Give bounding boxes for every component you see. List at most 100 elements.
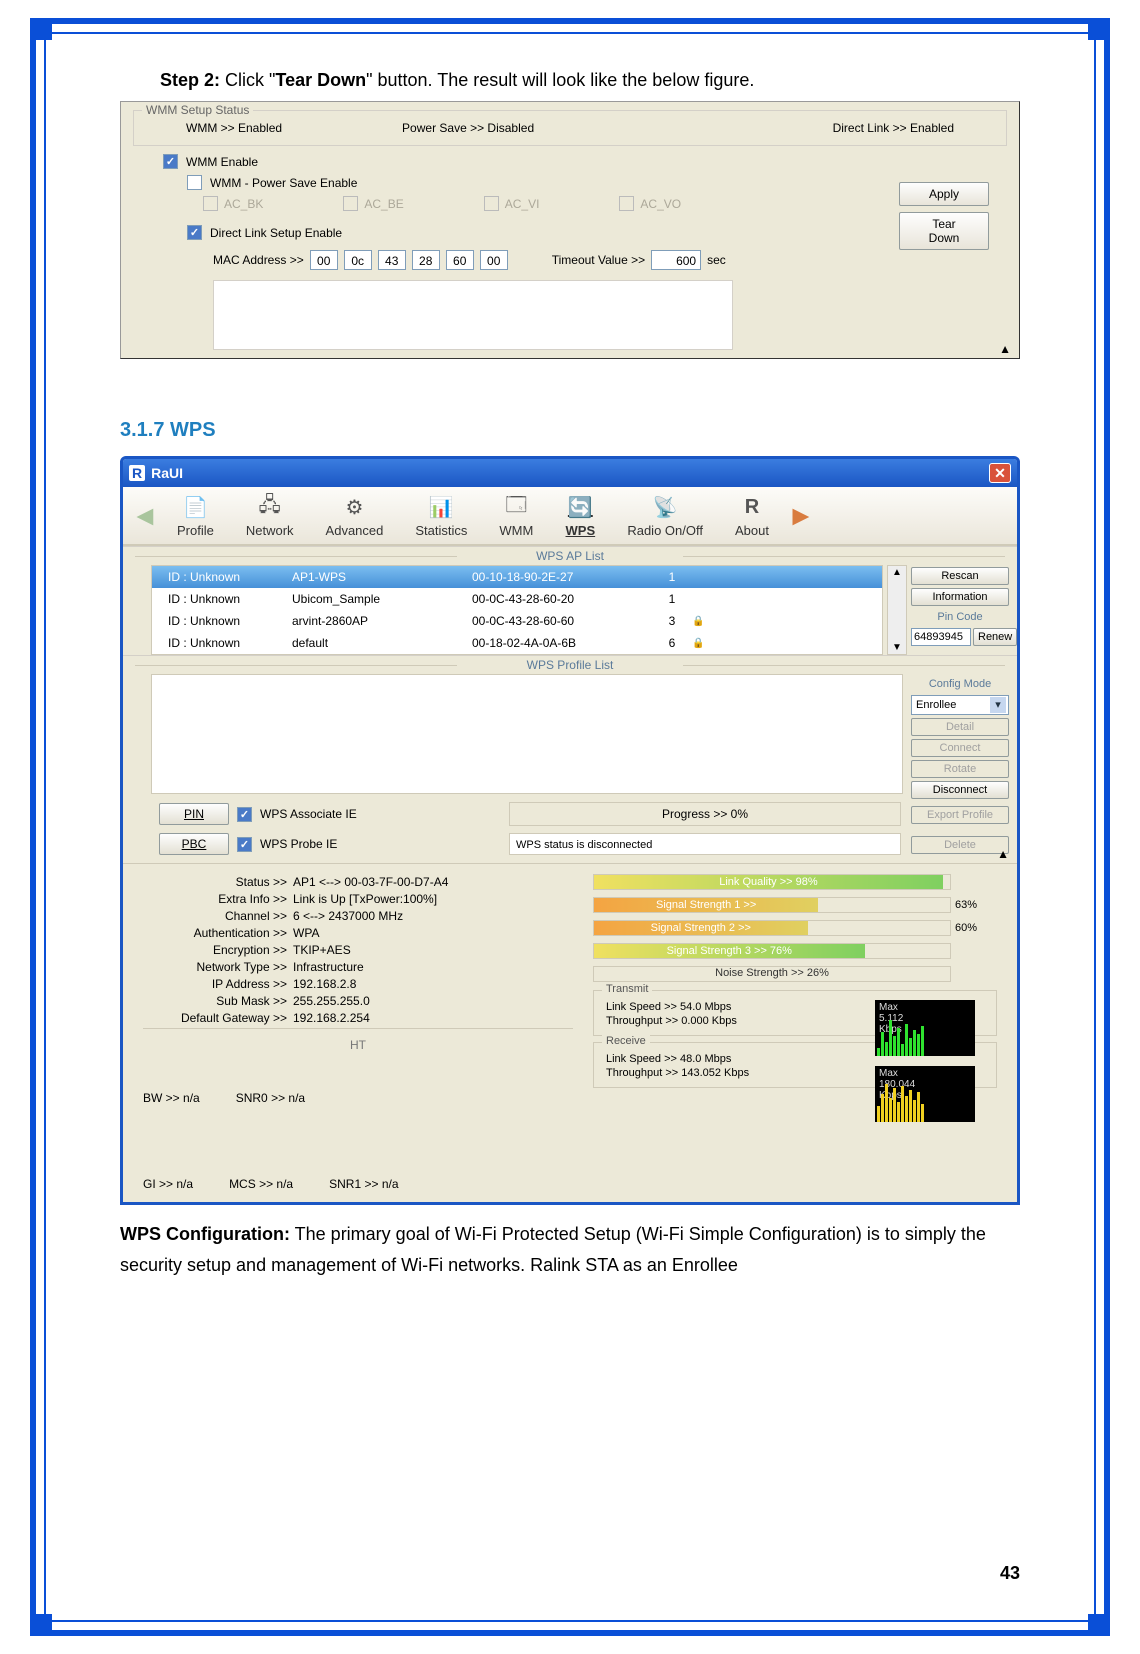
net-label: Network Type >> xyxy=(143,960,293,974)
ap-bssid: 00-0C-43-28-60-20 xyxy=(472,592,652,606)
ap-bssid: 00-10-18-90-2E-27 xyxy=(472,570,652,584)
ap-row-2[interactable]: ID : Unknown arvint-2860AP 00-0C-43-28-6… xyxy=(152,610,882,632)
tab-advanced[interactable]: ⚙Advanced xyxy=(312,491,398,540)
dls-enable-label: Direct Link Setup Enable xyxy=(210,226,342,240)
dls-enable-checkbox[interactable] xyxy=(187,225,202,240)
tab-network[interactable]: 🖧Network xyxy=(232,491,308,540)
delete-button[interactable]: Delete xyxy=(911,836,1009,854)
ap-row-1[interactable]: ID : Unknown Ubicom_Sample 00-0C-43-28-6… xyxy=(152,588,882,610)
wmm-status-dls: Direct Link >> Enabled xyxy=(833,121,954,135)
wmm-status-wmm: WMM >> Enabled xyxy=(186,121,282,135)
information-button[interactable]: Information xyxy=(911,588,1009,606)
ip-label: IP Address >> xyxy=(143,977,293,991)
tab-wps[interactable]: 🔄WPS xyxy=(551,491,609,540)
auth-label: Authentication >> xyxy=(143,926,293,940)
collapse-arrow-icon[interactable]: ▲ xyxy=(997,847,1009,861)
tab-radio[interactable]: 📡Radio On/Off xyxy=(613,491,717,540)
tab-profile-label: Profile xyxy=(177,523,214,538)
gw-label: Default Gateway >> xyxy=(143,1011,293,1025)
status-label: Status >> xyxy=(143,875,293,889)
rotate-button[interactable]: Rotate xyxy=(911,760,1009,778)
wmm-status-power: Power Save >> Disabled xyxy=(402,121,534,135)
page-outer-border-top xyxy=(48,18,1092,24)
close-button[interactable]: ✕ xyxy=(989,463,1011,483)
detail-button[interactable]: Detail xyxy=(911,718,1009,736)
pin-button[interactable]: PIN xyxy=(159,803,229,825)
pbc-button[interactable]: PBC xyxy=(159,833,229,855)
ap-row-0[interactable]: ID : Unknown AP1-WPS 00-10-18-90-2E-27 1 xyxy=(152,566,882,588)
step2-mid2: " button. The result will look like the … xyxy=(366,70,754,90)
mac-0[interactable]: 00 xyxy=(310,250,338,270)
collapse-arrow-icon[interactable]: ▲ xyxy=(999,342,1011,356)
bar-suffix: 60% xyxy=(955,922,997,934)
extra-label: Extra Info >> xyxy=(143,892,293,906)
ap-bssid: 00-0C-43-28-60-60 xyxy=(472,614,652,628)
tx-throughput: Throughput >> 0.000 Kbps xyxy=(606,1015,876,1027)
ap-row-3[interactable]: ID : Unknown default 00-18-02-4A-0A-6B 6… xyxy=(152,632,882,654)
tab-network-label: Network xyxy=(246,523,294,538)
rx-graph: Max 180.044 Kbps xyxy=(875,1066,975,1122)
apply-button[interactable]: Apply xyxy=(899,182,989,206)
ap-list[interactable]: ID : Unknown AP1-WPS 00-10-18-90-2E-27 1… xyxy=(151,565,883,655)
tab-about-label: About xyxy=(735,523,769,538)
toolbar: ◄ 📄 Profile 🖧Network ⚙Advanced 📊Statistic… xyxy=(123,487,1017,546)
channel-value: 6 <--> 2437000 MHz xyxy=(293,909,403,923)
scroll-down-icon[interactable]: ▼ xyxy=(892,642,902,653)
disconnect-button[interactable]: Disconnect xyxy=(911,781,1009,799)
renew-button[interactable]: Renew xyxy=(973,628,1017,646)
rx-throughput: Throughput >> 143.052 Kbps xyxy=(606,1067,876,1079)
info-area: Status >>AP1 <--> 00-03-7F-00-D7-A4 Extr… xyxy=(123,863,1017,1202)
timeout-value[interactable]: 600 xyxy=(651,250,701,270)
nav-forward-icon[interactable]: ► xyxy=(787,500,815,532)
power-save-checkbox[interactable] xyxy=(187,175,202,190)
link-quality-bar: Link Quality >> 98% xyxy=(719,876,817,888)
gi-value: n/a xyxy=(176,1177,193,1191)
tab-wps-label: WPS xyxy=(566,523,596,538)
net-value: Infrastructure xyxy=(293,960,364,974)
mcs-label: MCS >> xyxy=(229,1177,273,1191)
mac-5[interactable]: 00 xyxy=(480,250,508,270)
timeout-unit: sec xyxy=(707,253,726,267)
tx-max-label: Max xyxy=(879,1002,971,1013)
assoc-ie-checkbox[interactable] xyxy=(237,807,252,822)
body-text-bold: WPS Configuration: xyxy=(120,1224,290,1244)
bar-suffix: 63% xyxy=(955,899,997,911)
snr1-value: n/a xyxy=(382,1177,399,1191)
ac-vi-checkbox xyxy=(484,196,499,211)
profile-icon: 📄 xyxy=(180,493,210,521)
scroll-up-icon[interactable]: ▲ xyxy=(892,567,902,578)
page-number: 43 xyxy=(1000,1563,1020,1584)
mac-3[interactable]: 28 xyxy=(412,250,440,270)
mask-value: 255.255.255.0 xyxy=(293,994,370,1008)
nav-back-icon[interactable]: ◄ xyxy=(131,500,159,532)
tab-profile[interactable]: 📄 Profile xyxy=(163,491,228,540)
ac-bk-label: AC_BK xyxy=(224,197,263,211)
ap-scrollbar[interactable]: ▲▼ xyxy=(887,565,907,655)
config-mode-select[interactable]: Enrollee▾ xyxy=(911,695,1009,715)
statistics-icon: 📊 xyxy=(426,493,456,521)
noise-bar: Noise Strength >> 26% xyxy=(715,967,829,979)
dls-list[interactable] xyxy=(213,280,733,350)
ap-ch: 6 xyxy=(652,636,692,650)
connect-button[interactable]: Connect xyxy=(911,739,1009,757)
step2-text: Step 2: Click "Tear Down" button. The re… xyxy=(160,70,1020,91)
mac-1[interactable]: 0c xyxy=(344,250,372,270)
mac-2[interactable]: 43 xyxy=(378,250,406,270)
probe-ie-checkbox[interactable] xyxy=(237,837,252,852)
export-profile-button[interactable]: Export Profile xyxy=(911,806,1009,824)
tab-statistics[interactable]: 📊Statistics xyxy=(401,491,481,540)
tab-wmm[interactable]: 🗔WMM xyxy=(485,491,547,540)
pin-code-input[interactable] xyxy=(911,628,971,646)
config-mode-value: Enrollee xyxy=(916,699,956,711)
wps-profile-list[interactable] xyxy=(151,674,903,794)
probe-ie-label: WPS Probe IE xyxy=(260,837,337,851)
teardown-button[interactable]: Tear Down xyxy=(899,212,989,250)
step2-prefix: Step 2: xyxy=(160,70,220,90)
mac-4[interactable]: 60 xyxy=(446,250,474,270)
tab-about[interactable]: RAbout xyxy=(721,491,783,540)
ap-bssid: 00-18-02-4A-0A-6B xyxy=(472,636,652,650)
raui-window: RRaUI ✕ ◄ 📄Profile 🖧Network ⚙Advanced 📊S… xyxy=(120,456,1020,1205)
wmm-enable-checkbox[interactable] xyxy=(163,154,178,169)
ap-ssid: default xyxy=(292,636,472,650)
rescan-button[interactable]: Rescan xyxy=(911,567,1009,585)
